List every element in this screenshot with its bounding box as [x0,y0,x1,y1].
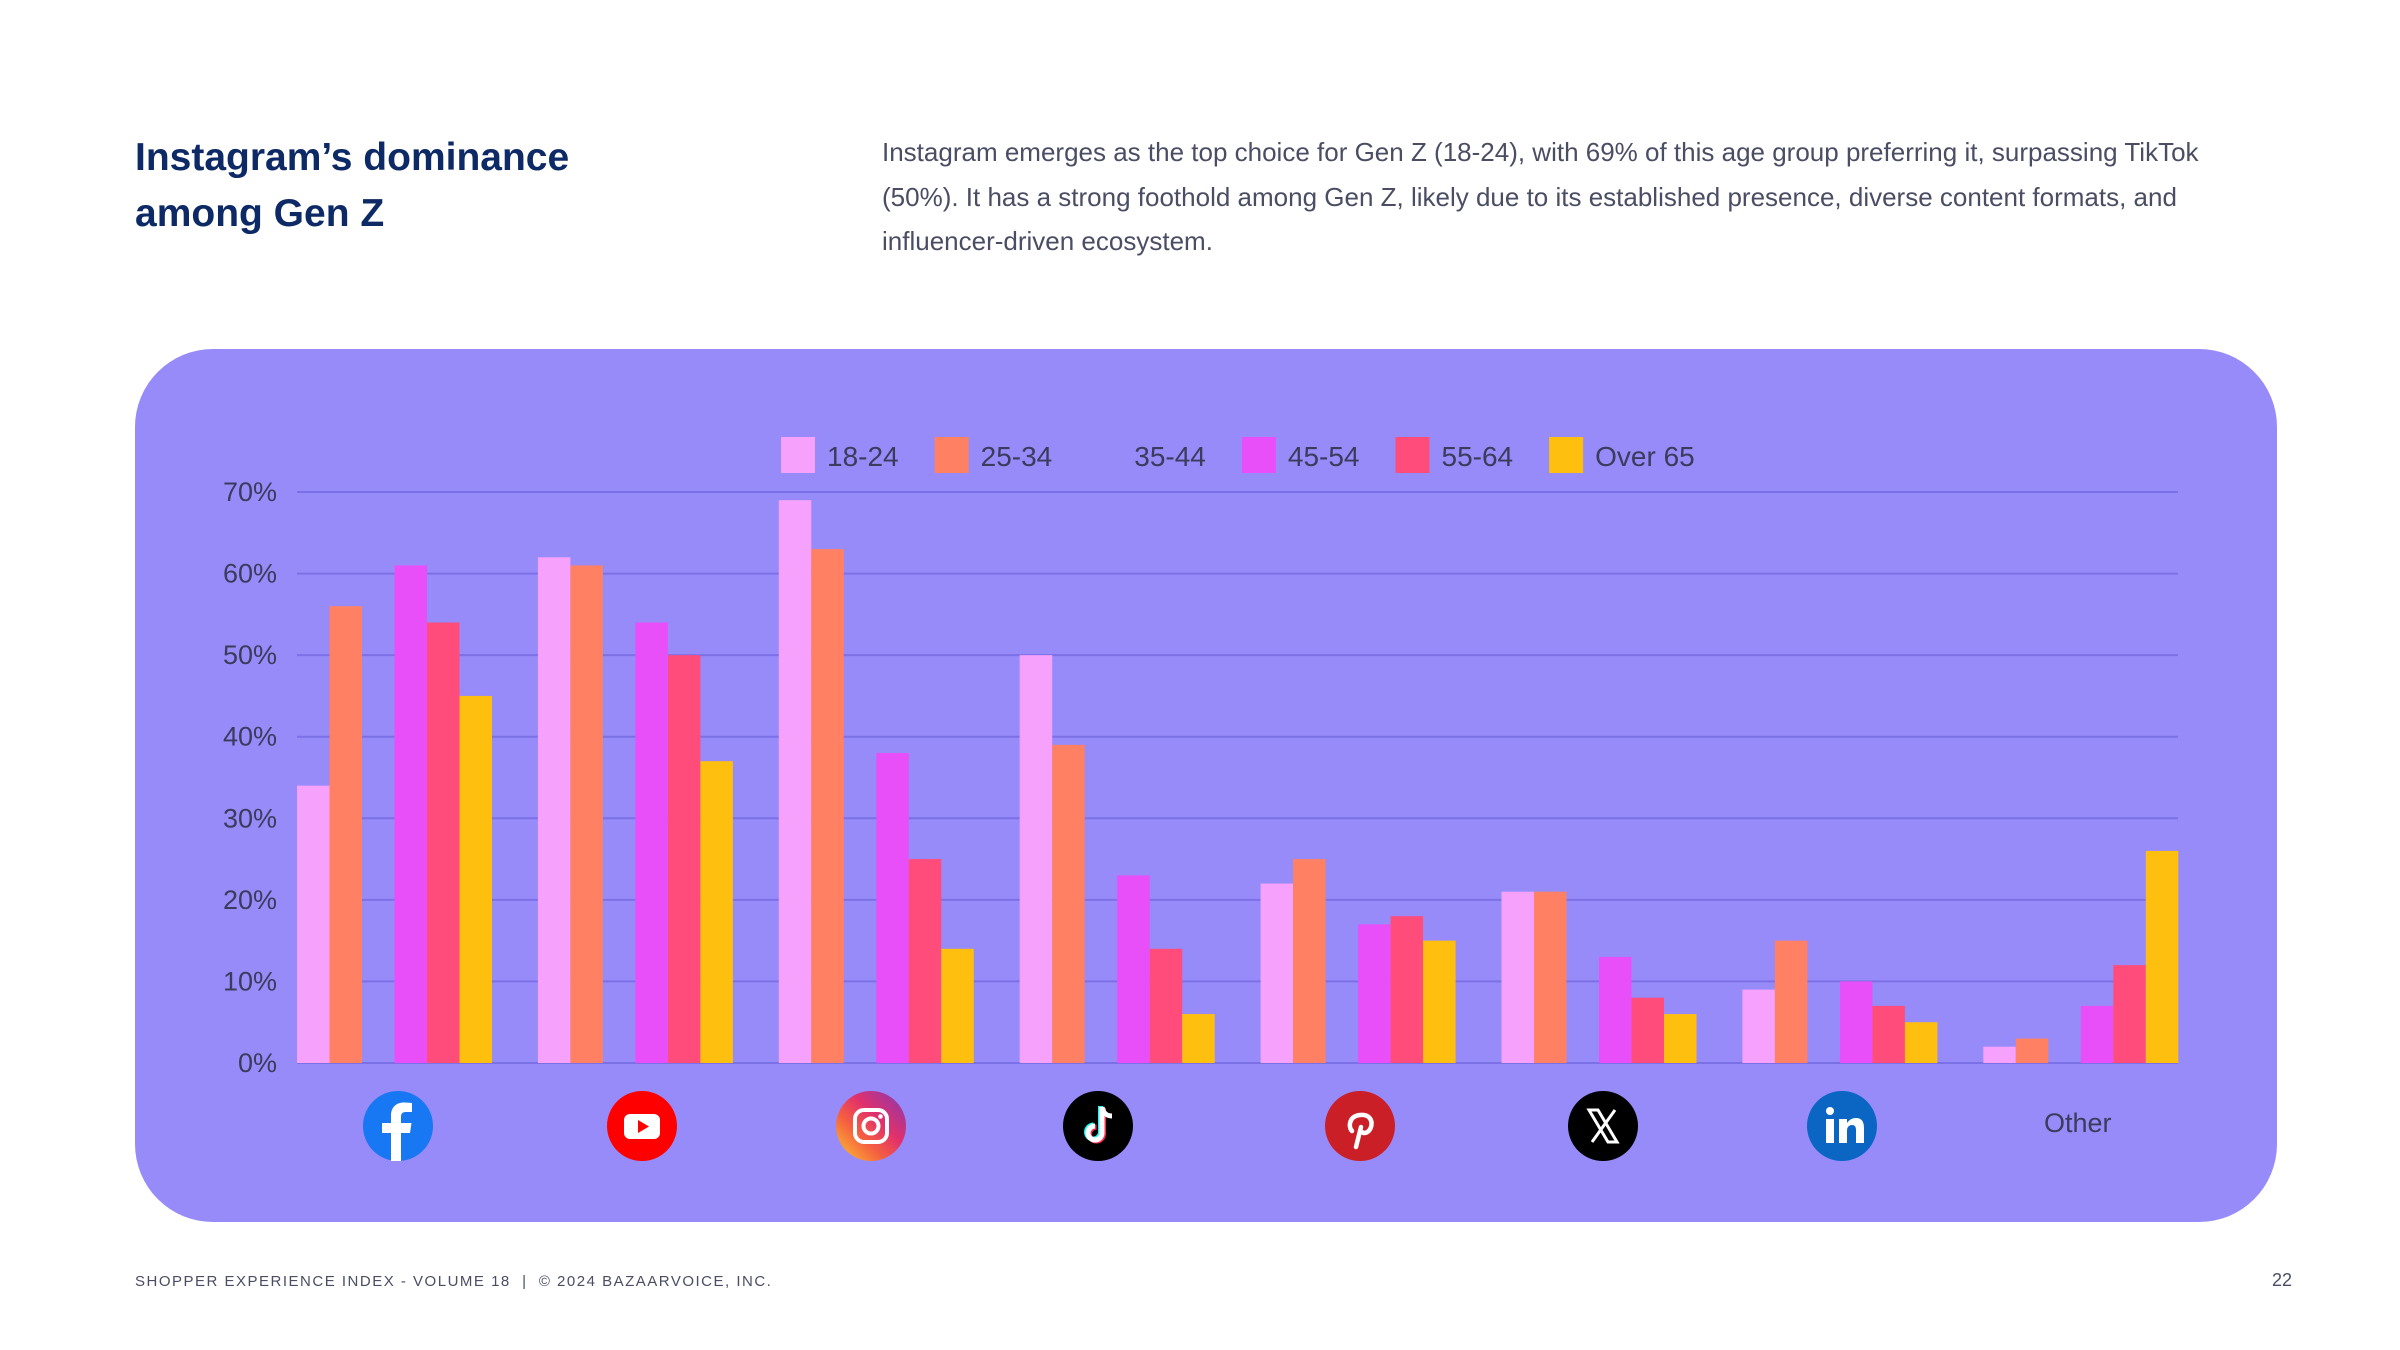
bar-facebook-18-24 [297,785,330,1063]
instagram-icon [836,1091,906,1161]
bar-other-45-54 [2080,1005,2114,1063]
bar-youtube-over-65 [700,761,733,1063]
description: Instagram emerges as the top choice for … [882,137,2199,256]
legend-swatch [934,437,969,473]
tiktok-icon [1063,1091,1133,1161]
bar-facebook-25-34 [329,606,362,1063]
bar-pinterest-18-24 [1260,883,1294,1063]
bar-x-25-34 [1534,891,1567,1063]
title-line-1: Instagram’s dominance [135,136,570,179]
title-line-2: among Gen Z [135,192,385,235]
bar-tiktok-over-65 [1182,1014,1215,1063]
page-number: 22 [2271,1270,2292,1290]
linkedin-icon [1807,1091,1877,1161]
legend-label: 45-54 [1288,441,1360,472]
legend-swatch [1395,437,1430,473]
category-label-other: Other [2044,1108,2112,1138]
bar-instagram-over-65 [941,948,974,1063]
bar-linkedin-over-65 [1904,1022,1938,1063]
bar-tiktok-25-34 [1052,744,1085,1063]
y-tick-label: 10% [223,966,277,996]
bar-x-45-54 [1599,956,1632,1063]
y-tick-label: 40% [223,722,277,752]
bar-linkedin-18-24 [1742,989,1775,1063]
legend-swatch [1241,437,1276,473]
y-tick-label: 30% [223,803,277,833]
bar-pinterest-over-65 [1423,940,1456,1063]
bar-instagram-18-24 [778,500,812,1064]
bar-x-18-24 [1501,891,1534,1063]
pinterest-icon [1325,1091,1395,1161]
bar-youtube-25-34 [570,565,603,1063]
bar-linkedin-25-34 [1774,940,1808,1063]
bar-youtube-18-24 [537,557,571,1063]
legend-label: 18-24 [827,441,899,472]
legend-label: 25-34 [981,441,1053,472]
bar-facebook-45-54 [394,565,427,1063]
bar-youtube-45-54 [635,622,668,1063]
bar-pinterest-45-54 [1358,924,1391,1063]
legend-label: 55-64 [1442,441,1514,472]
facebook-icon [363,1091,433,1161]
legend-label: 35-44 [1134,441,1206,472]
x-icon [1568,1091,1638,1161]
bar-instagram-25-34 [811,549,844,1063]
bar-other-over-65 [2145,850,2179,1063]
bar-facebook-55-64 [427,622,460,1063]
youtube-icon [607,1091,677,1161]
bar-pinterest-55-64 [1390,916,1424,1063]
bar-linkedin-45-54 [1839,981,1873,1063]
legend-label: Over 65 [1595,441,1695,472]
bar-pinterest-25-34 [1293,859,1326,1063]
bar-other-18-24 [1983,1046,2016,1063]
bar-x-over-65 [1664,1014,1697,1063]
y-tick-label: 60% [223,559,277,589]
footer-text: SHOPPER EXPERIENCE INDEX - VOLUME 18 | ©… [135,1273,773,1290]
y-tick-label: 20% [223,885,277,915]
y-tick-label: 50% [223,640,277,670]
bar-x-55-64 [1631,997,1664,1063]
y-tick-label: 0% [238,1048,277,1078]
bar-facebook-over-65 [459,695,492,1063]
bar-instagram-55-64 [908,859,942,1063]
bar-instagram-45-54 [876,753,909,1063]
bar-other-25-34 [2015,1038,2049,1063]
page-title: Instagram’s dominance among Gen Z [135,130,835,242]
legend-swatch [1549,437,1584,473]
bar-tiktok-55-64 [1149,948,1183,1063]
bar-linkedin-55-64 [1872,1005,1905,1063]
legend-swatch [781,437,815,473]
bar-other-55-64 [2113,965,2146,1063]
bar-youtube-55-64 [667,655,701,1063]
y-tick-label: 70% [223,477,277,507]
bar-tiktok-18-24 [1019,655,1053,1063]
bar-tiktok-45-54 [1117,875,1150,1063]
